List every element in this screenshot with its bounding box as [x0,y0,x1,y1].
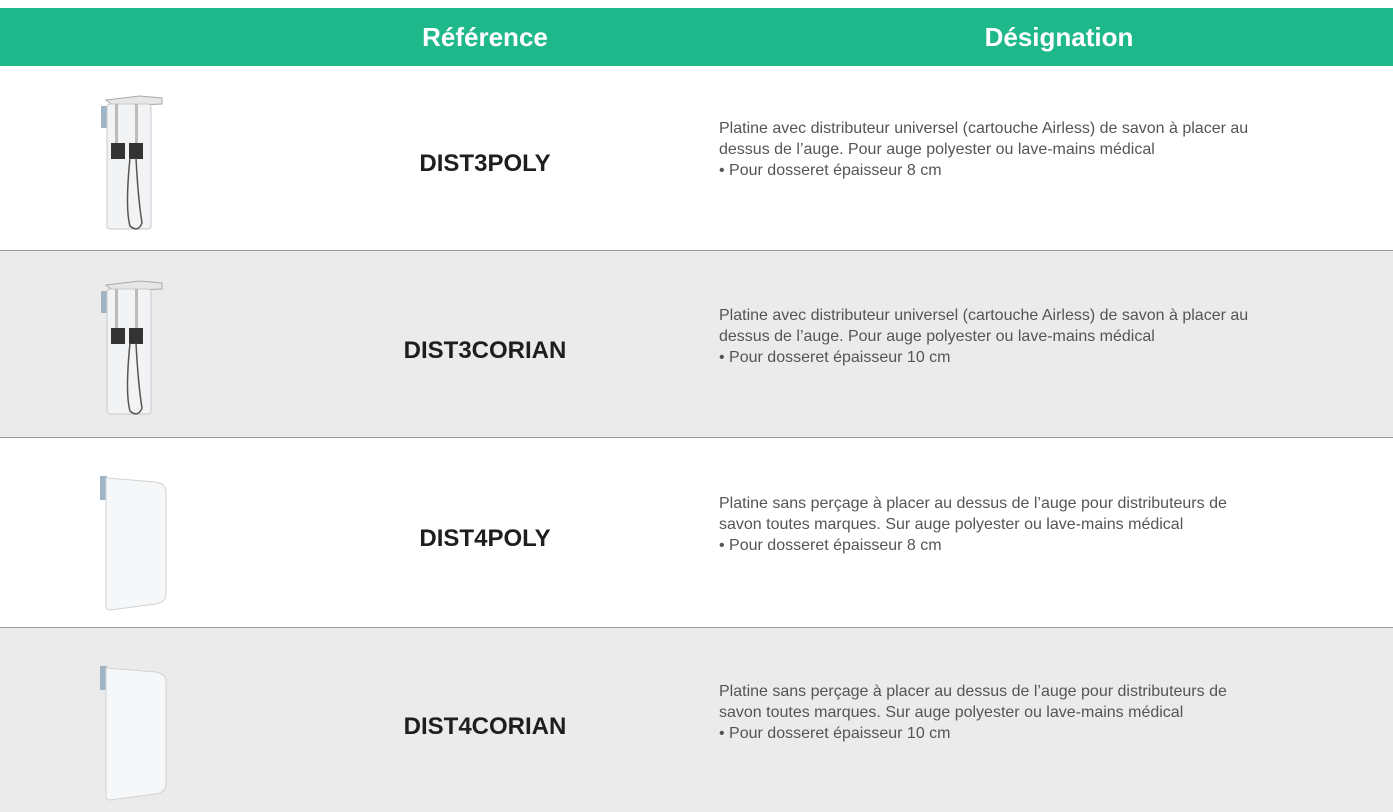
designation-line: Platine avec distributeur universel (car… [719,120,1249,137]
table-header: Référence Désignation [0,8,1393,66]
product-image [101,95,163,230]
table-row: DIST3CORIAN Platine avec distributeur uni… [0,250,1393,437]
designation: Platine sans perçage à placer au dessus … [719,493,1393,556]
table-row: DIST3POLY Platine avec distributeur unive… [0,66,1393,250]
reference: DIST3CORIAN [403,336,567,364]
table-row: DIST4POLY Platine sans perçage à placer a… [0,437,1393,627]
table-row: DIST4CORIAN Platine sans perçage à placer… [0,627,1393,812]
designation-line: • Pour dosseret épaisseur 8 cm [719,162,942,179]
product-image [101,280,163,415]
product-image-box [80,273,190,428]
designation-line: dessus de l’auge. Pour auge polyester ou… [719,141,1155,158]
designation-line: dessus de l’auge. Pour auge polyester ou… [719,327,1155,345]
designation-line: savon toutes marques. Sur auge polyester… [719,703,1184,721]
product-image-box [80,658,190,812]
designation-line: Platine sans perçage à placer au dessus … [719,495,1227,512]
reference: DIST4POLY [419,525,551,552]
product-image-box [80,88,190,243]
reference: DIST4CORIAN [403,712,567,740]
product-image [100,476,167,611]
designation-line: • Pour dosseret épaisseur 10 cm [719,724,951,742]
designation: Platine sans perçage à placer au dessus … [719,681,1393,744]
designation-line: • Pour dosseret épaisseur 10 cm [719,348,951,366]
designation: Platine avec distributeur universel (car… [719,118,1393,181]
column-header: Référence [422,22,548,52]
designation: Platine avec distributeur universel (car… [719,305,1393,368]
designation-line: Platine sans perçage à placer au dessus … [719,682,1227,700]
product-image [100,666,167,801]
reference: DIST3POLY [419,150,551,177]
designation-line: Platine avec distributeur universel (car… [719,306,1249,324]
designation-line: savon toutes marques. Sur auge polyester… [719,516,1184,533]
product-image-box [80,468,190,623]
designation-line: • Pour dosseret épaisseur 8 cm [719,537,942,554]
column-header: Désignation [984,22,1134,52]
